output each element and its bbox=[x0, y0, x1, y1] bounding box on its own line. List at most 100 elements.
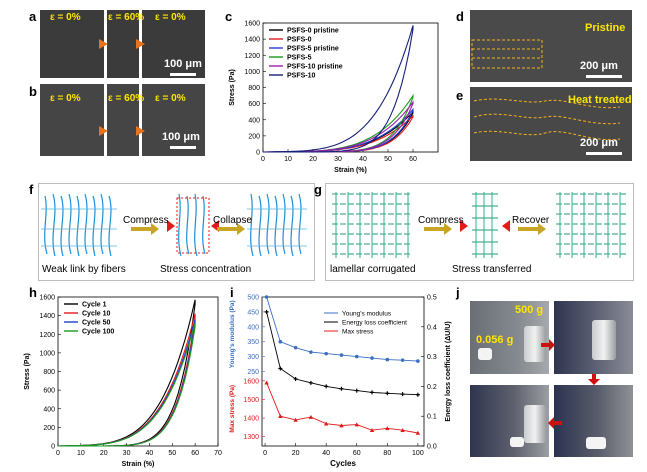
chart-h: 0 10 20 30 40 50 60 70 0 200 400 600 800 1000 1200 1400… bbox=[24, 295, 222, 469]
panel-b-label-1: ε = 0% bbox=[50, 93, 81, 104]
legend-label: PSFS-0 pristine bbox=[287, 28, 339, 35]
panel-g-caption-right: Stress transferred bbox=[452, 264, 532, 275]
y-tick-label: 350 bbox=[247, 339, 259, 346]
x-tick-label: 10 bbox=[284, 156, 292, 163]
panel-g-step-compress: Compress bbox=[418, 215, 464, 226]
panel-d-label: Pristine bbox=[585, 22, 626, 34]
weight-icon bbox=[524, 405, 546, 443]
y-tick-label: 600 bbox=[248, 101, 260, 108]
legend-label: PSFS-10 bbox=[287, 73, 316, 80]
y-tick-label-right: 0.1 bbox=[427, 414, 437, 421]
y-axis-label: Stress (Pa) bbox=[229, 69, 236, 106]
data-point bbox=[416, 359, 420, 363]
arrow-down-icon bbox=[588, 374, 600, 385]
panel-f-letter: f bbox=[29, 182, 34, 197]
highlight-region bbox=[473, 98, 621, 141]
panel-d-letter: d bbox=[456, 9, 464, 24]
sem-image-a1 bbox=[40, 10, 104, 78]
panel-a-scale-bar bbox=[170, 73, 196, 76]
sample-icon bbox=[478, 348, 492, 360]
panel-f-caption-left: Weak link by fibers bbox=[42, 264, 126, 275]
y-tick-label: 400 bbox=[248, 117, 260, 124]
y-tick-label: 800 bbox=[43, 369, 55, 376]
legend-label: Cycle 100 bbox=[82, 329, 114, 336]
data-point bbox=[339, 353, 344, 357]
panel-b-label-2: ε = 60% bbox=[108, 93, 145, 104]
legend-label: Young's modulus bbox=[342, 311, 392, 318]
y-axis-label-top: Young's modulus (Pa) bbox=[229, 300, 236, 368]
panel-a-letter: a bbox=[29, 9, 37, 24]
panel-e-letter: e bbox=[456, 88, 464, 103]
panel-f-caption-right: Stress concentration bbox=[160, 264, 252, 275]
panel-f-box bbox=[38, 183, 315, 281]
data-point bbox=[415, 392, 420, 397]
x-tick-label: 80 bbox=[383, 450, 391, 457]
data-point bbox=[323, 421, 329, 426]
x-tick-label: 40 bbox=[322, 450, 330, 457]
data-point bbox=[400, 392, 405, 397]
y-tick-label: 300 bbox=[247, 354, 259, 361]
weight-icon bbox=[592, 320, 616, 360]
series-line bbox=[57, 322, 196, 447]
data-point bbox=[308, 380, 313, 385]
y-tick-label: 1400 bbox=[39, 313, 55, 320]
arrow-icon bbox=[136, 126, 145, 136]
data-point bbox=[293, 376, 298, 381]
panel-e-scale-bar bbox=[586, 152, 622, 155]
panel-b-label-3: ε = 0% bbox=[155, 93, 186, 104]
panel-j-letter: j bbox=[456, 285, 460, 300]
highlight-region bbox=[471, 39, 543, 69]
data-point bbox=[264, 309, 269, 314]
x-tick-label: 50 bbox=[384, 156, 392, 163]
data-point bbox=[385, 426, 390, 431]
data-point bbox=[400, 427, 405, 432]
panel-g-box bbox=[325, 183, 634, 281]
x-tick-label: 20 bbox=[100, 450, 108, 457]
y-tick-label: 250 bbox=[247, 369, 259, 376]
sample-icon bbox=[586, 437, 606, 449]
x-tick-label: 10 bbox=[77, 450, 85, 457]
y-tick-label: 1000 bbox=[39, 350, 55, 357]
legend-label: Cycle 50 bbox=[82, 320, 111, 327]
y-tick-label: 1300 bbox=[243, 434, 259, 441]
y-tick-label: 1600 bbox=[243, 378, 259, 385]
panel-e-label: Heat treated bbox=[568, 94, 632, 106]
panel-g-step-recover: Recover bbox=[512, 215, 550, 226]
y-tick-label: 0 bbox=[51, 444, 55, 451]
series-line bbox=[263, 114, 414, 153]
y-tick-label-right: 0.5 bbox=[427, 295, 437, 302]
legend-label: PSFS-0 bbox=[287, 37, 312, 44]
data-point bbox=[293, 417, 298, 422]
panel-i-letter: i bbox=[230, 285, 234, 300]
panel-j-weight-label: 500 g bbox=[515, 304, 544, 316]
legend-label: Cycle 10 bbox=[82, 311, 111, 318]
x-tick-label: 70 bbox=[214, 450, 222, 457]
legend-label: Cycle 1 bbox=[82, 302, 107, 309]
legend-label: PSFS-10 pristine bbox=[287, 64, 343, 71]
panel-a-label-2: ε = 60% bbox=[108, 12, 145, 23]
x-tick-label: 40 bbox=[146, 450, 154, 457]
data-point bbox=[400, 358, 405, 362]
data-point bbox=[264, 295, 269, 299]
legend-label: PSFS-5 pristine bbox=[287, 46, 339, 53]
x-tick-label: 20 bbox=[292, 450, 300, 457]
chart-i: 0 20 40 60 80 100 250 300 350 400 450 500 1300 1400 15… bbox=[229, 295, 452, 469]
arrow-icon bbox=[99, 39, 108, 49]
sem-image-b3 bbox=[142, 84, 205, 156]
legend-label: Max stress bbox=[342, 329, 374, 336]
y-axis-label-bottom: Max stress (Pa) bbox=[229, 385, 236, 433]
y-tick-label: 1400 bbox=[244, 37, 260, 44]
series-line bbox=[262, 25, 414, 153]
legend-label: Energy loss coefficient bbox=[342, 320, 407, 327]
panel-e-scale-label: 200 μm bbox=[580, 137, 618, 149]
panel-f-step-collapse: Collapse bbox=[213, 215, 252, 226]
data-point bbox=[308, 414, 314, 419]
data-point bbox=[354, 388, 359, 393]
y-tick-label: 400 bbox=[43, 406, 55, 413]
panel-j-mass-label: 0.056 g bbox=[476, 334, 514, 346]
data-point bbox=[385, 357, 390, 362]
molecular-model-f bbox=[41, 193, 307, 257]
series-line bbox=[57, 299, 196, 447]
panel-b-scale-bar bbox=[170, 146, 196, 149]
y-tick-label-right: 0.0 bbox=[427, 444, 437, 451]
